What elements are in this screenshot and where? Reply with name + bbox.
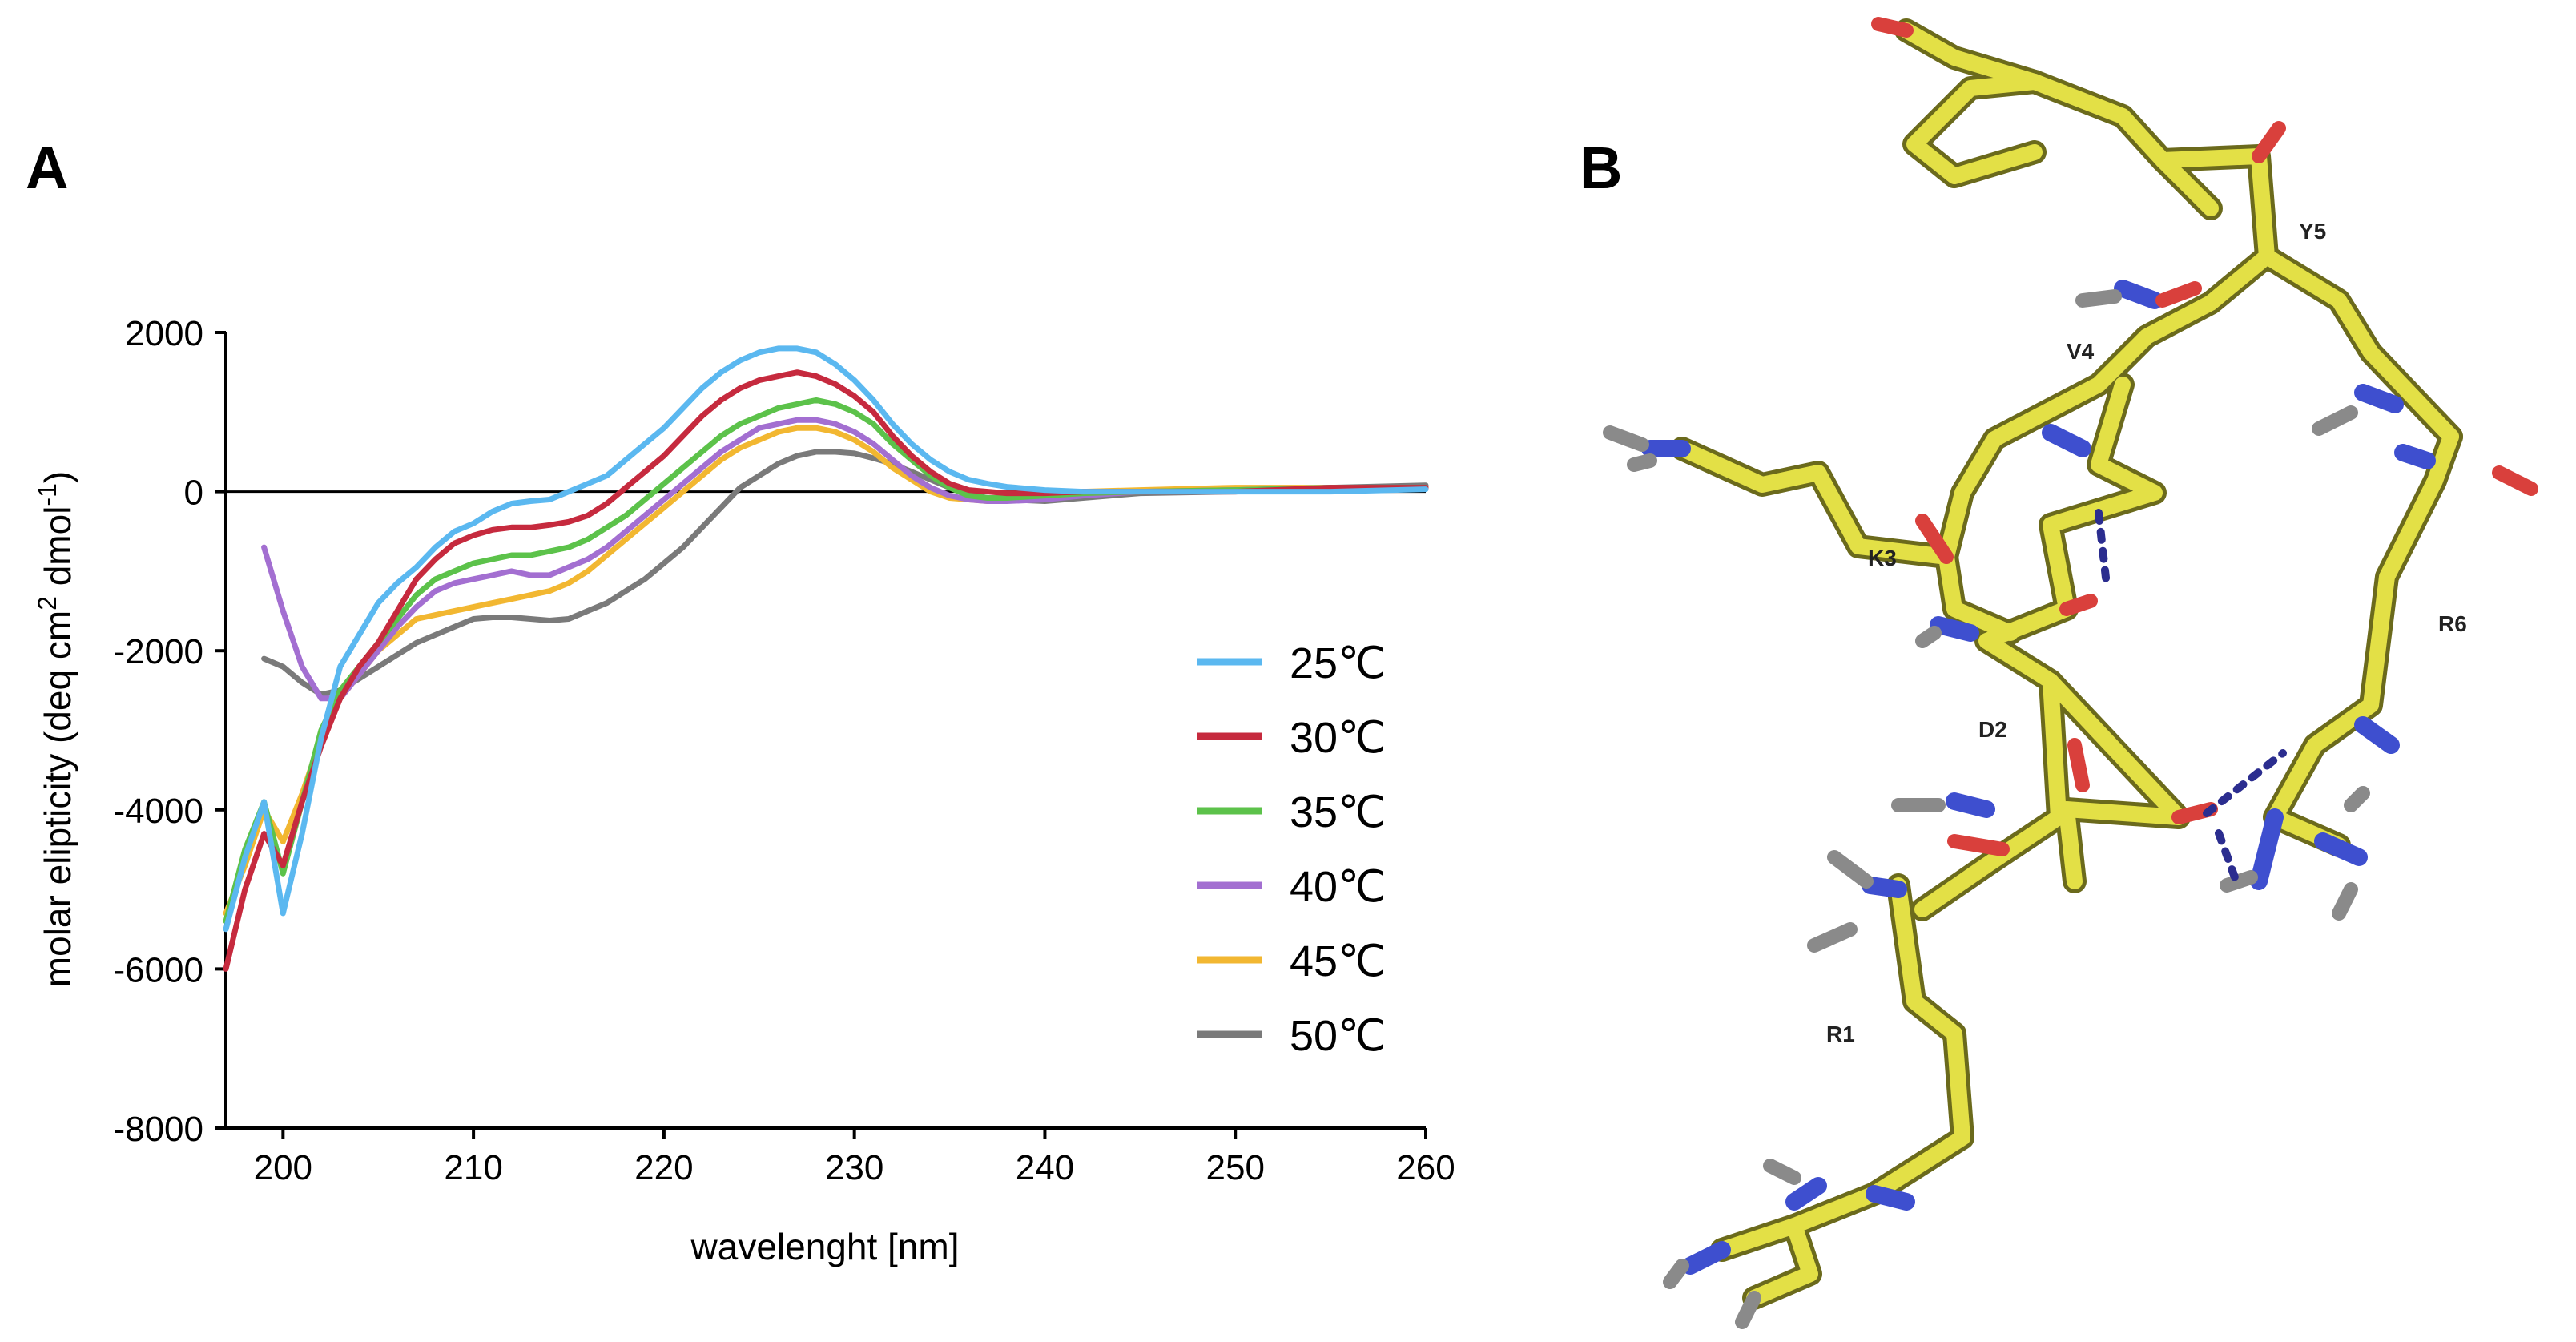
- x-tick-label: 260: [1396, 1148, 1455, 1187]
- series-line-30℃: [223, 369, 1429, 972]
- x-tick-label: 240: [1016, 1148, 1074, 1187]
- y-ticks: 2000 0 -2000 -4000 -6000 -8000: [113, 314, 226, 1149]
- y-tick-label: -8000: [113, 1110, 203, 1149]
- series-line-25℃: [223, 345, 1429, 933]
- legend-label: 30℃: [1290, 714, 1387, 762]
- y-axis-label-part3: ): [37, 471, 78, 483]
- y-axis-label-part1: molar elipticity (deq cm: [37, 611, 78, 987]
- legend-label: 35℃: [1290, 788, 1387, 836]
- x-tick-label: 230: [825, 1148, 883, 1187]
- peptide-structure-image: Y5 V4 K3 R6 D2 R1: [1603, 17, 2538, 1329]
- legend-label: 45℃: [1290, 937, 1387, 985]
- legend-label: 40℃: [1290, 863, 1387, 911]
- x-ticks: 200 210 220 230 240 250 260: [254, 1128, 1455, 1187]
- x-tick-label: 220: [634, 1148, 693, 1187]
- residue-label-y5: Y5: [2299, 219, 2326, 244]
- y-tick-label: 0: [184, 474, 203, 513]
- y-tick-label: -6000: [113, 950, 203, 989]
- x-tick-label: 210: [444, 1148, 502, 1187]
- y-axis-label-part2: dmol: [37, 506, 78, 596]
- cd-spectrum-chart: 200 210 220 230 240 250 260 2000 0 -2000 -4000 -60…: [33, 314, 1455, 1267]
- residue-label-r1: R1: [1826, 1022, 1855, 1046]
- x-tick-label: 200: [254, 1148, 312, 1187]
- y-axis-label-sup1: 2: [33, 596, 62, 611]
- legend-label: 25℃: [1290, 639, 1387, 687]
- panel-label-b: B: [1580, 135, 1622, 201]
- y-axis-label: molar elipticity (deq cm2 dmol-1): [33, 471, 78, 987]
- series-line-40℃: [261, 417, 1429, 702]
- series-line-45℃: [223, 425, 1429, 917]
- y-tick-label: -4000: [113, 792, 203, 831]
- y-axis-label-sup2: -1: [33, 483, 62, 506]
- y-tick-label: 2000: [125, 314, 203, 353]
- panel-label-a: A: [26, 135, 68, 201]
- residue-label-r6: R6: [2438, 611, 2467, 636]
- residue-label-v4: V4: [2067, 339, 2095, 364]
- legend-label: 50℃: [1290, 1012, 1387, 1060]
- residue-label-d2: D2: [1978, 717, 2007, 742]
- series-lines: [223, 345, 1429, 972]
- x-tick-label: 250: [1206, 1148, 1265, 1187]
- x-axis-label: wavelenght [nm]: [690, 1226, 960, 1267]
- y-tick-label: -2000: [113, 632, 203, 671]
- residue-label-k3: K3: [1868, 546, 1897, 570]
- legend: 25℃ 30℃ 35℃ 40℃ 45℃ 50℃: [1197, 639, 1387, 1060]
